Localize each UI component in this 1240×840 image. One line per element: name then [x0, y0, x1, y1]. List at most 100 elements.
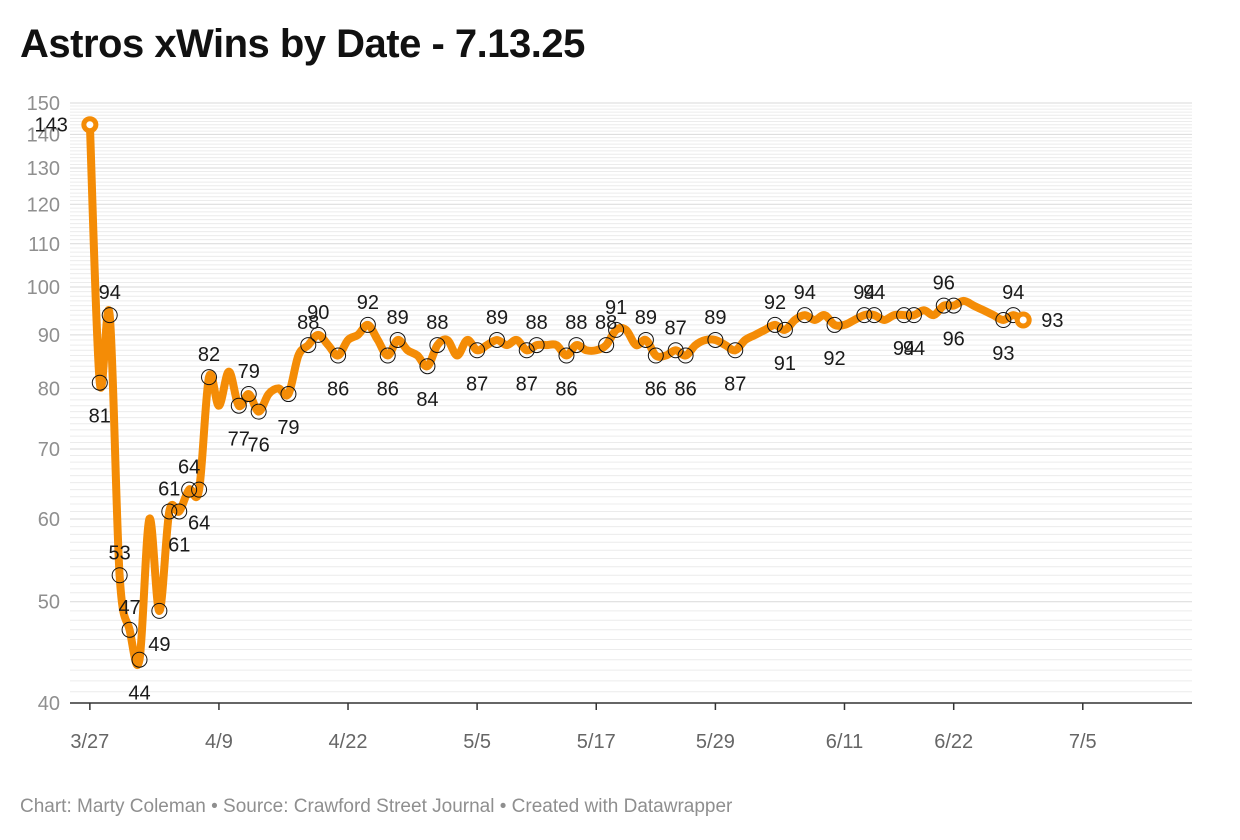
- data-label: 79: [238, 361, 260, 383]
- data-label: 88: [526, 312, 548, 334]
- data-point-marker: [727, 342, 744, 359]
- y-tick-label: 60: [38, 509, 60, 531]
- data-label: 91: [605, 297, 627, 319]
- data-label: 89: [704, 307, 726, 329]
- data-label: 88: [297, 312, 319, 334]
- y-tick-label: 130: [27, 158, 60, 180]
- x-tick-label: 7/5: [1069, 731, 1097, 753]
- data-point-marker: [568, 337, 585, 354]
- data-label: 92: [357, 292, 379, 314]
- data-point-marker: [181, 481, 198, 498]
- x-tick-label: 5/29: [696, 731, 735, 753]
- x-tick-label: 6/22: [934, 731, 973, 753]
- data-point-marker: [766, 316, 783, 333]
- data-label: 94: [853, 282, 875, 304]
- data-label: 87: [665, 317, 687, 339]
- data-point-marker: [776, 321, 793, 338]
- data-label: 61: [168, 534, 190, 556]
- data-label: 81: [89, 406, 111, 428]
- data-label: 86: [674, 379, 696, 401]
- data-label: 93: [1041, 310, 1063, 332]
- data-point-marker: [429, 337, 446, 354]
- data-point-marker: [935, 297, 952, 314]
- data-label: 89: [635, 307, 657, 329]
- data-label: 86: [327, 379, 349, 401]
- data-point-marker: [359, 316, 376, 333]
- data-label: 88: [565, 312, 587, 334]
- data-label: 96: [943, 329, 965, 351]
- data-point-marker: [151, 602, 168, 619]
- y-tick-label: 50: [38, 592, 60, 614]
- data-label: 87: [724, 373, 746, 395]
- data-point-marker: [280, 386, 297, 403]
- data-label: 89: [486, 307, 508, 329]
- data-label: 143: [34, 115, 67, 137]
- y-tick-label: 120: [27, 194, 60, 216]
- x-tick-label: 4/9: [205, 731, 233, 753]
- x-axis: 3/27 4/9 4/22 5/5 5/17 5/29 6/11 6/22 7/5: [70, 702, 1192, 753]
- data-point-marker: [995, 312, 1012, 329]
- data-point-marker: [528, 337, 545, 354]
- data-point-marker: [171, 503, 188, 520]
- y-tick-label: 140: [27, 124, 60, 146]
- data-point-marker: [856, 307, 873, 324]
- chart-title: Astros xWins by Date - 7.13.25: [20, 22, 585, 66]
- data-point-marker: [707, 331, 724, 348]
- x-tick-label: 6/11: [826, 731, 863, 753]
- data-point-marker: [518, 342, 535, 359]
- data-point-marker: [230, 397, 247, 414]
- data-point-marker: [101, 307, 118, 324]
- data-point-marker: [945, 297, 962, 314]
- data-label: 90: [307, 302, 329, 324]
- data-point-marker: [677, 347, 694, 364]
- data-label: 49: [148, 634, 170, 656]
- data-point-marker: [111, 567, 128, 584]
- data-label: 92: [823, 348, 845, 370]
- data-point-markers: [81, 116, 1032, 668]
- data-point-marker-endpoint: [81, 116, 99, 134]
- data-point-marker: [826, 316, 843, 333]
- data-label: 84: [416, 389, 438, 411]
- data-point-marker: [598, 337, 615, 354]
- y-tick-label: 150: [27, 93, 60, 115]
- data-point-marker: [191, 481, 208, 498]
- x-tick-label: 5/5: [463, 731, 491, 753]
- data-point-marker: [240, 386, 257, 403]
- data-point-marker: [121, 621, 138, 638]
- x-tick-label: 3/27: [70, 731, 109, 753]
- data-label: 96: [933, 273, 955, 295]
- data-label: 87: [516, 373, 538, 395]
- data-label: 53: [109, 542, 131, 564]
- data-point-marker: [647, 347, 664, 364]
- data-label: 94: [903, 338, 925, 360]
- data-label: 86: [377, 379, 399, 401]
- y-tick-label: 80: [38, 378, 60, 400]
- data-label: 92: [764, 292, 786, 314]
- data-label: 87: [466, 373, 488, 395]
- data-point-marker: [389, 331, 406, 348]
- data-point-marker: [637, 331, 654, 348]
- data-label: 64: [178, 457, 200, 479]
- data-point-marker: [250, 403, 267, 420]
- data-label: 76: [248, 435, 270, 457]
- y-tick-label: 110: [28, 234, 60, 256]
- data-label: 64: [188, 513, 210, 535]
- data-point-marker: [310, 326, 327, 343]
- data-point-marker: [379, 347, 396, 364]
- data-point-marker: [419, 358, 436, 375]
- data-label: 94: [863, 282, 885, 304]
- data-point-marker: [300, 337, 317, 354]
- data-point-marker: [796, 307, 813, 324]
- data-label: 94: [794, 282, 816, 304]
- data-point-marker: [896, 307, 913, 324]
- y-tick-label: 100: [27, 277, 60, 299]
- data-label: 93: [992, 343, 1014, 365]
- y-axis-ticks: 40 50 60 70 80 90 100 110 120 130 140 150: [27, 93, 60, 715]
- grid-lines: [70, 102, 1192, 704]
- data-point-marker: [608, 321, 625, 338]
- data-point-marker: [667, 342, 684, 359]
- data-label: 79: [277, 417, 299, 439]
- data-label: 94: [1002, 282, 1024, 304]
- data-label: 94: [893, 338, 915, 360]
- data-point-marker: [558, 347, 575, 364]
